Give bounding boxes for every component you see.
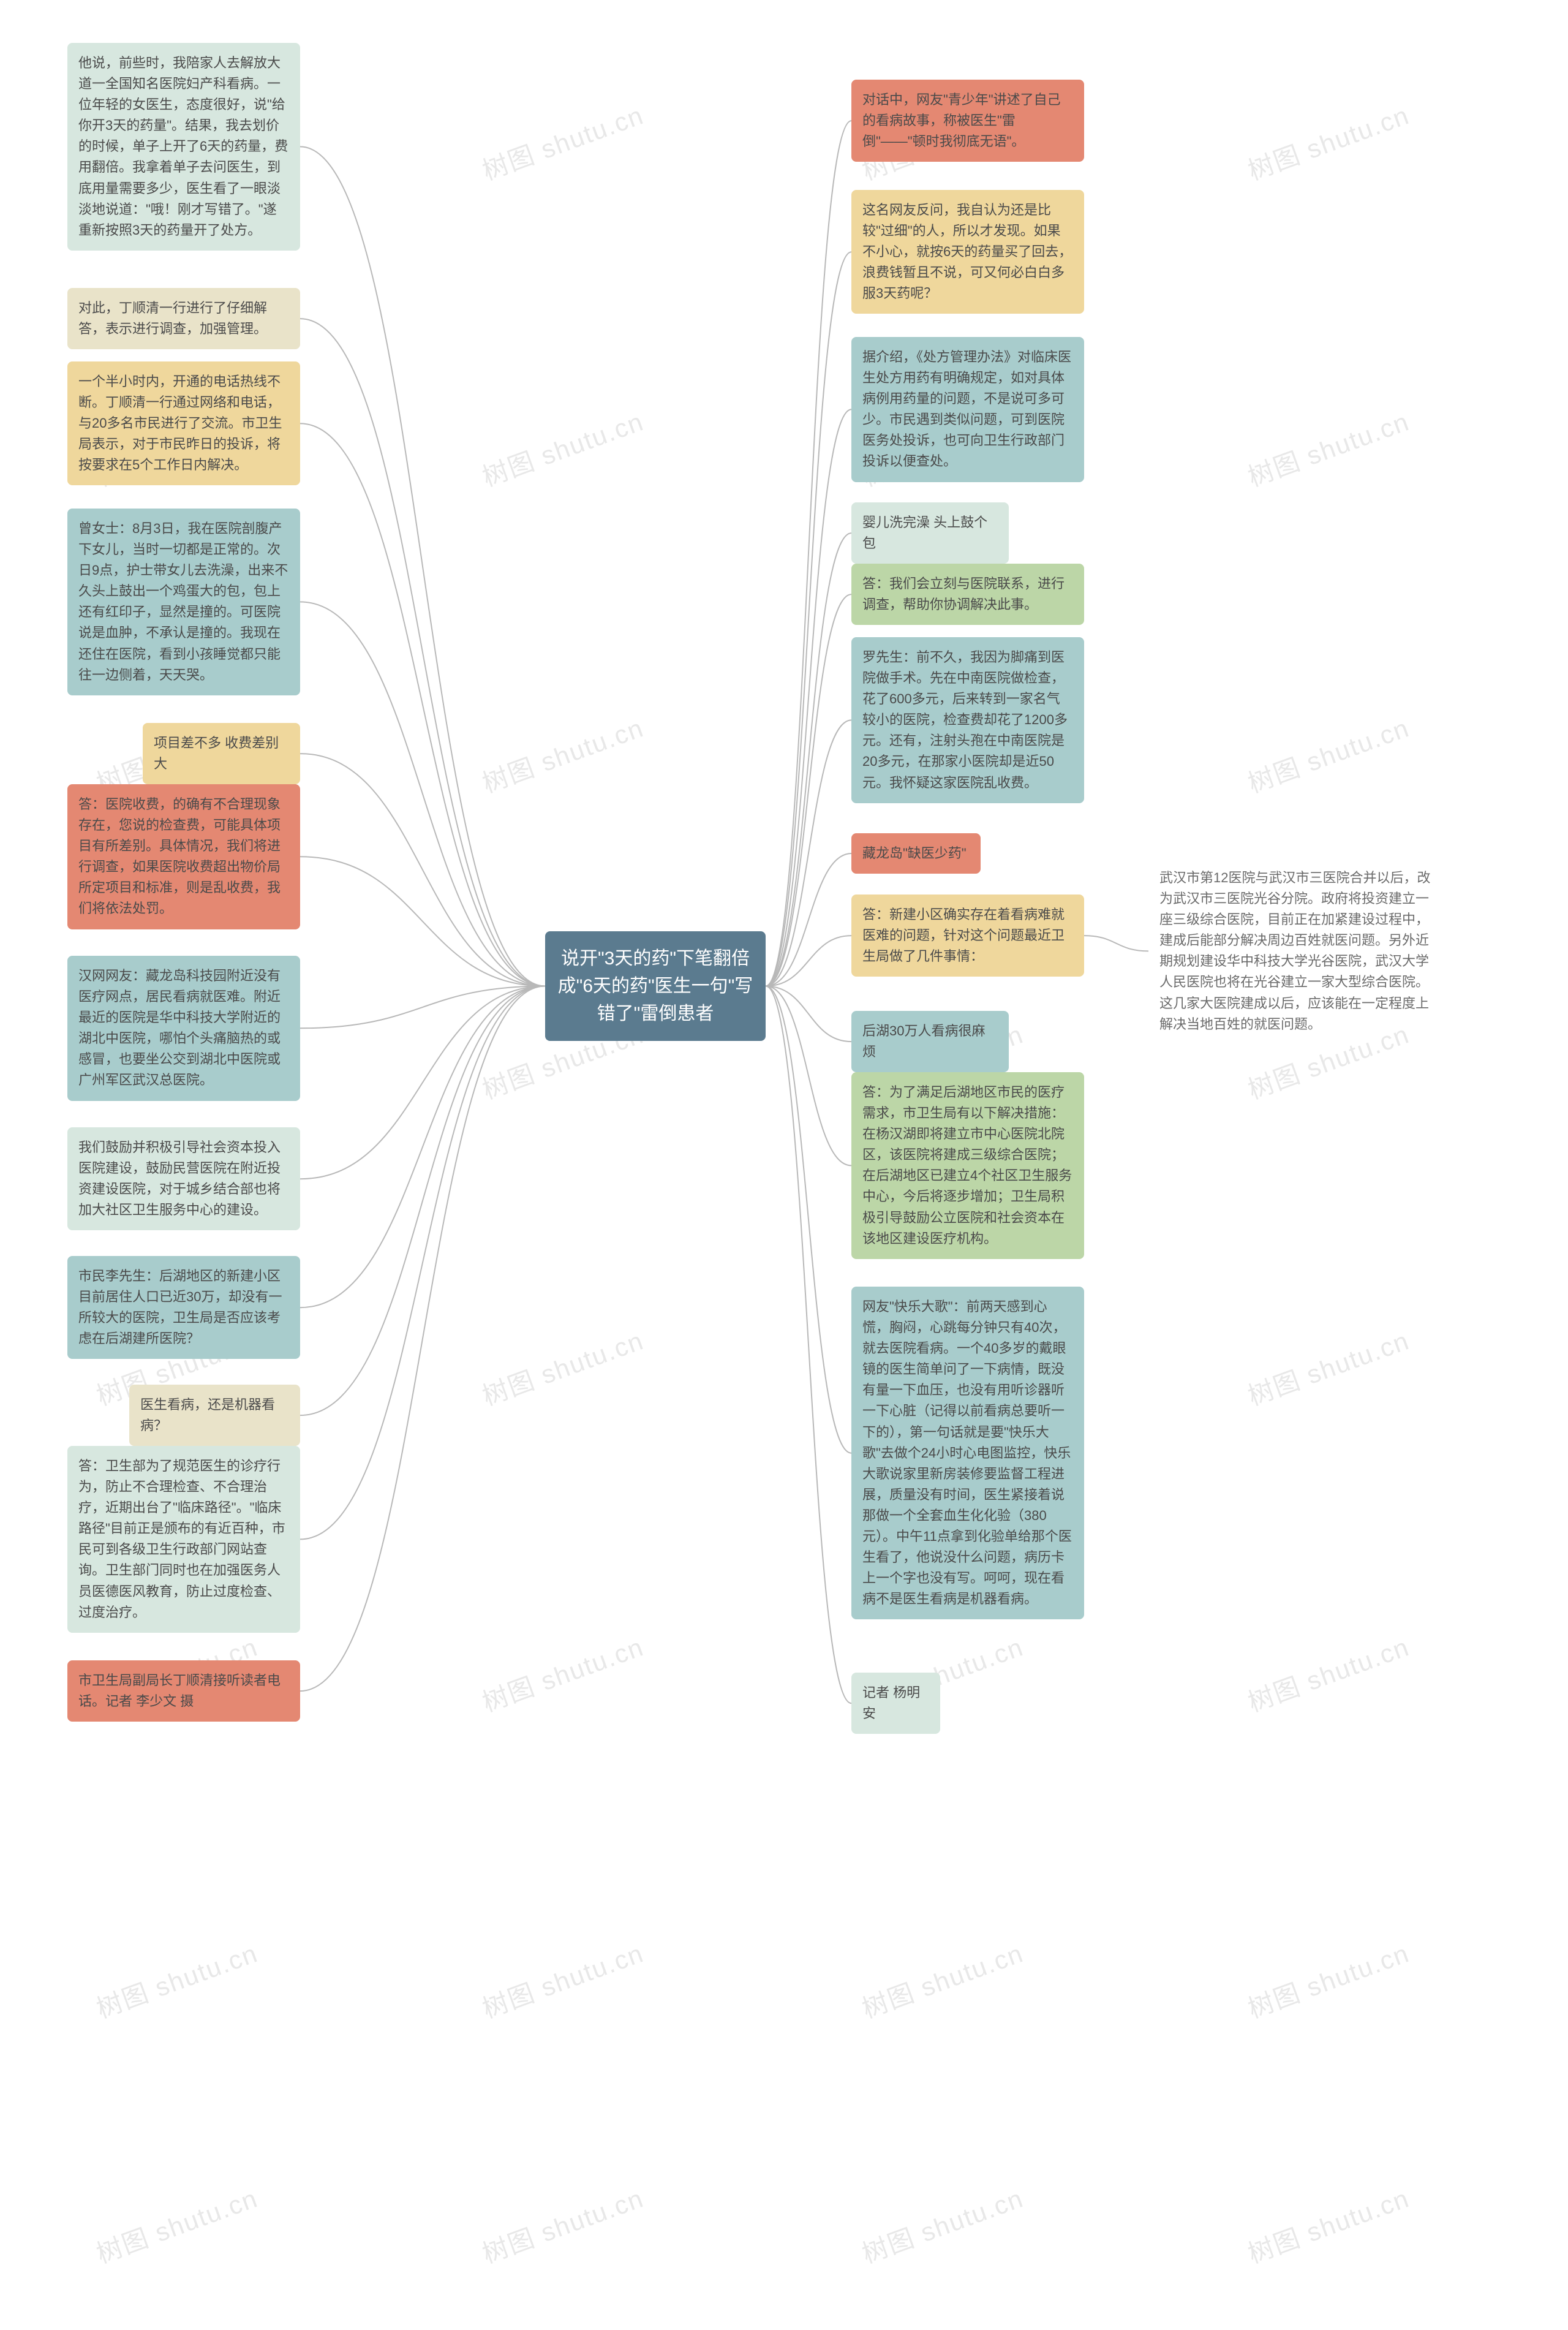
left-node-5[interactable]: 答：医院收费，的确有不合理现象存在，您说的检查费，可能具体项目有所差别。具体情况…: [67, 784, 300, 929]
watermark: 树图 shutu.cn: [91, 2178, 263, 2271]
right-node-11[interactable]: 记者 杨明安: [851, 1673, 940, 1734]
connector: [766, 533, 851, 986]
right-node-7[interactable]: 答：新建小区确实存在着看病难就医难的问题，针对这个问题最近卫生局做了几件事情：: [851, 895, 1084, 977]
connector: [300, 986, 545, 1416]
connector: [1084, 936, 1148, 951]
connector: [766, 986, 851, 1704]
connector: [300, 986, 545, 1692]
right-node-4[interactable]: 答：我们会立刻与医院联系，进行调查，帮助你协调解决此事。: [851, 564, 1084, 625]
left-node-7[interactable]: 我们鼓励并积极引导社会资本投入医院建设，鼓励民营医院在附近投资建设医院，对于城乡…: [67, 1127, 300, 1230]
watermark: 树图 shutu.cn: [477, 1627, 649, 1720]
connector: [300, 986, 545, 1540]
right-node-5[interactable]: 罗先生：前不久，我因为脚痛到医院做手术。先在中南医院做检查，花了600多元，后来…: [851, 637, 1084, 803]
watermark: 树图 shutu.cn: [1242, 1627, 1414, 1720]
left-node-0[interactable]: 他说，前些时，我陪家人去解放大道一全国知名医院妇产科看病。一位年轻的女医生，态度…: [67, 43, 300, 251]
connector: [766, 121, 851, 986]
connector: [766, 986, 851, 1453]
left-node-10[interactable]: 答：卫生部为了规范医生的诊疗行为，防止不合理检查、不合理治疗，近期出台了"临床路…: [67, 1446, 300, 1633]
watermark: 树图 shutu.cn: [1242, 1933, 1414, 2026]
watermark: 树图 shutu.cn: [856, 1933, 1028, 2026]
connector: [766, 720, 851, 986]
connector: [300, 319, 545, 986]
left-node-2[interactable]: 一个半小时内，开通的电话热线不断。丁顺清一行通过网络和电话，与20多名市民进行了…: [67, 361, 300, 485]
watermark: 树图 shutu.cn: [856, 2178, 1028, 2271]
connector: [766, 252, 851, 986]
watermark: 树图 shutu.cn: [91, 1933, 263, 2026]
watermark: 树图 shutu.cn: [477, 1320, 649, 1413]
watermark: 树图 shutu.cn: [477, 95, 649, 188]
connector: [766, 409, 851, 986]
connector: [300, 423, 545, 986]
watermark: 树图 shutu.cn: [1242, 401, 1414, 494]
left-node-8[interactable]: 市民李先生：后湖地区的新建小区目前居住人口已近30万，却没有一所较大的医院，卫生…: [67, 1256, 300, 1359]
left-node-4[interactable]: 项目差不多 收费差别大: [143, 723, 300, 784]
connector: [766, 986, 851, 1042]
right-node-7-child[interactable]: 武汉市第12医院与武汉市三医院合并以后，改为武汉市三医院光谷分院。政府将投资建立…: [1148, 858, 1449, 1045]
left-node-6[interactable]: 汉网网友：藏龙岛科技园附近没有医疗网点，居民看病就医难。附近最近的医院是华中科技…: [67, 956, 300, 1101]
right-node-0[interactable]: 对话中，网友"青少年"讲述了自己的看病故事，称被医生"雷倒"——"顿时我彻底无语…: [851, 80, 1084, 162]
center-topic[interactable]: 说开"3天的药"下笔翻倍成"6天的药"医生一句"写错了"雷倒患者: [545, 931, 766, 1041]
watermark: 树图 shutu.cn: [1242, 708, 1414, 801]
left-node-9[interactable]: 医生看病，还是机器看病？: [129, 1385, 300, 1446]
connector: [766, 853, 851, 986]
connector: [300, 986, 545, 1179]
right-node-8[interactable]: 后湖30万人看病很麻烦: [851, 1011, 1009, 1072]
right-node-10[interactable]: 网友"快乐大歌"：前两天感到心慌，胸闷，心跳每分钟只有40次，就去医院看病。一个…: [851, 1287, 1084, 1619]
watermark: 树图 shutu.cn: [477, 708, 649, 801]
watermark: 树图 shutu.cn: [1242, 95, 1414, 188]
watermark: 树图 shutu.cn: [477, 401, 649, 494]
connector: [766, 594, 851, 986]
right-node-2[interactable]: 据介绍，《处方管理办法》对临床医生处方用药有明确规定，如对具体病例用药量的问题，…: [851, 337, 1084, 482]
connector: [766, 986, 851, 1166]
connector: [300, 986, 545, 1308]
connector: [300, 754, 545, 986]
left-node-1[interactable]: 对此，丁顺清一行进行了仔细解答，表示进行调查，加强管理。: [67, 288, 300, 349]
watermark: 树图 shutu.cn: [1242, 2178, 1414, 2271]
watermark: 树图 shutu.cn: [1242, 1320, 1414, 1413]
connector: [300, 986, 545, 1029]
watermark: 树图 shutu.cn: [477, 1933, 649, 2026]
connector: [300, 602, 545, 986]
connector: [300, 857, 545, 986]
connector: [766, 936, 851, 986]
left-node-3[interactable]: 曾女士：8月3日，我在医院剖腹产下女儿，当时一切都是正常的。次日9点，护士带女儿…: [67, 509, 300, 695]
watermark: 树图 shutu.cn: [477, 2178, 649, 2271]
right-node-3[interactable]: 婴儿洗完澡 头上鼓个包: [851, 502, 1009, 564]
left-node-11[interactable]: 市卫生局副局长丁顺清接听读者电话。记者 李少文 摄: [67, 1660, 300, 1722]
connector: [300, 146, 545, 986]
right-node-9[interactable]: 答：为了满足后湖地区市民的医疗需求，市卫生局有以下解决措施：在杨汉湖即将建立市中…: [851, 1072, 1084, 1259]
right-node-6[interactable]: 藏龙岛"缺医少药": [851, 833, 981, 874]
right-node-1[interactable]: 这名网友反问，我自认为还是比较"过细"的人，所以才发现。如果不小心，就按6天的药…: [851, 190, 1084, 314]
